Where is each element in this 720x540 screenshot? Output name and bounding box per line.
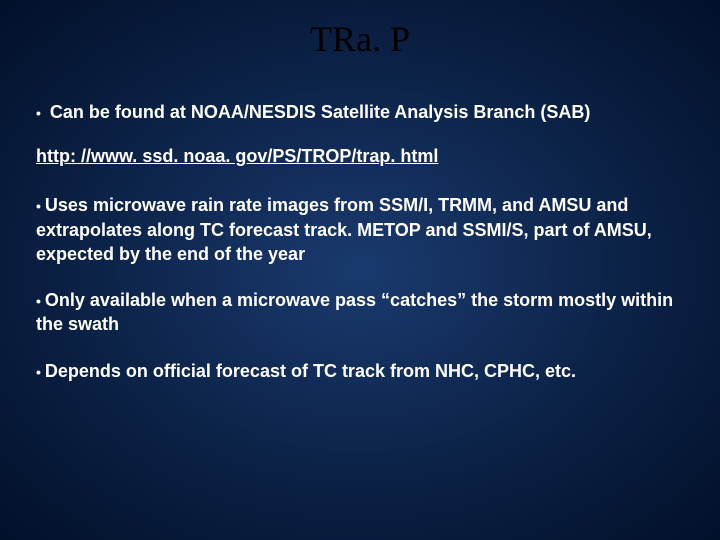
- slide: TRa. P • Can be found at NOAA/NESDIS Sat…: [0, 0, 720, 540]
- bullet-dot-icon: •: [36, 293, 41, 309]
- bullet-text: Depends on official forecast of TC track…: [45, 361, 576, 381]
- reference-link[interactable]: http: //www. ssd. noaa. gov/PS/TROP/trap…: [36, 146, 684, 167]
- slide-title: TRa. P: [0, 0, 720, 100]
- bullet-text: Uses microwave rain rate images from SSM…: [36, 195, 652, 264]
- bullet-dot-icon: •: [36, 198, 41, 214]
- bullet-text: Only available when a microwave pass “ca…: [36, 290, 673, 334]
- bullet-dot-icon: •: [36, 364, 41, 380]
- bullet-item: •Depends on official forecast of TC trac…: [36, 359, 684, 383]
- slide-body: • Can be found at NOAA/NESDIS Satellite …: [0, 100, 720, 383]
- bullet-text: Can be found at NOAA/NESDIS Satellite An…: [50, 102, 590, 122]
- bullet-item: •Only available when a microwave pass “c…: [36, 288, 684, 337]
- bullet-item: •Uses microwave rain rate images from SS…: [36, 193, 684, 266]
- bullet-item: • Can be found at NOAA/NESDIS Satellite …: [36, 100, 684, 124]
- bullet-dot-icon: •: [36, 105, 41, 121]
